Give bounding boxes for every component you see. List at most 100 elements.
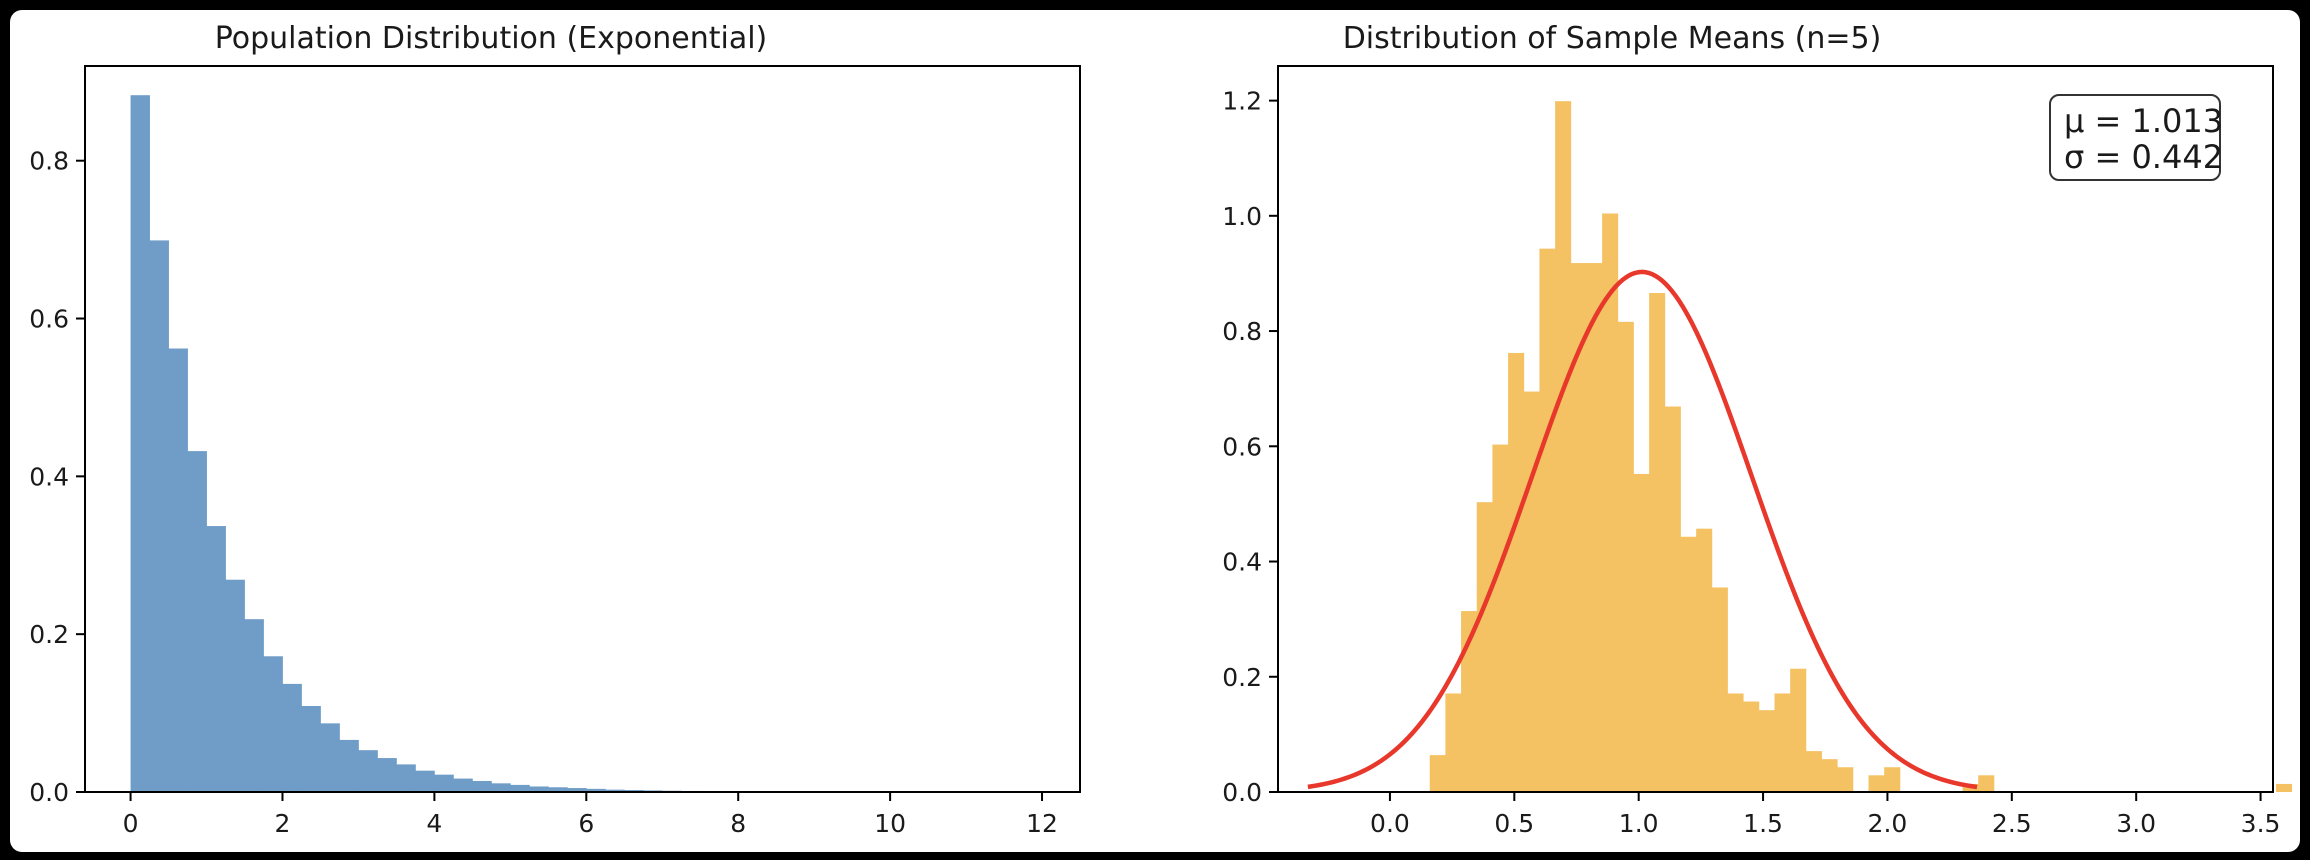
- y-tick-label: 0.4: [1222, 548, 1262, 577]
- histogram-bar: [377, 758, 397, 792]
- x-tick-label: 3.0: [2116, 809, 2156, 838]
- y-tick-label: 0.2: [1222, 663, 1262, 692]
- histogram-bar: [1758, 710, 1775, 792]
- histogram-bar: [1586, 263, 1603, 792]
- figure: Population Distribution (Exponential) 0 2…: [10, 10, 2300, 852]
- x-tick-label: 2.5: [1992, 809, 2032, 838]
- stats-box-frame: [2049, 94, 2221, 181]
- histogram-bar: [396, 764, 416, 792]
- histogram-bar: [130, 95, 150, 792]
- histogram-bar: [206, 526, 226, 792]
- histogram-bar: [1617, 321, 1634, 792]
- histogram-bar: [510, 784, 530, 792]
- chart-canvas: Population Distribution (Exponential) 0 2…: [29, 21, 2293, 838]
- histogram-bar: [1978, 775, 1995, 792]
- x-tick-label: 8: [730, 809, 746, 838]
- axes-frame: [84, 65, 1081, 793]
- histogram-bar: [1711, 587, 1728, 792]
- histogram-bar: [339, 739, 359, 792]
- histogram-bar: [1523, 391, 1540, 792]
- histogram-bar: [225, 579, 245, 792]
- histogram-bar: [1633, 473, 1650, 792]
- y-tick-label: 0.4: [29, 462, 69, 491]
- histogram-bar: [1884, 767, 1901, 792]
- y-tick-label: 0.6: [1222, 432, 1262, 461]
- histogram-bar: [1649, 293, 1666, 792]
- histogram-bar: [1508, 352, 1525, 792]
- histogram-bar: [1743, 701, 1760, 792]
- sample-means-histogram-panel: Distribution of Sample Means (n=5) 0.0 0.…: [1222, 21, 2293, 838]
- histogram-bar: [282, 683, 302, 792]
- histogram-bar: [244, 619, 264, 792]
- histogram-bar: [415, 770, 435, 792]
- histogram-bar: [263, 656, 283, 792]
- histogram-bar: [1664, 406, 1681, 792]
- histogram-bar: [453, 778, 473, 792]
- histogram-bar: [1570, 263, 1587, 792]
- histogram-bar: [1821, 759, 1838, 792]
- x-tick-label: 0.0: [1370, 809, 1410, 838]
- histogram-bar: [1461, 611, 1478, 792]
- histogram-bar: [1805, 751, 1822, 792]
- histogram-bar: [1837, 767, 1854, 792]
- population-axes: 0 2 4 6 8 10 12 0.0 0.2 0.4 0.6 0.8: [29, 65, 1081, 838]
- x-tick-label: 6: [578, 809, 594, 838]
- x-tick-label: 1.0: [1619, 809, 1659, 838]
- x-tick-label: 12: [1026, 809, 1058, 838]
- x-tick-label: 4: [426, 809, 442, 838]
- y-tick-label: 1.0: [1222, 202, 1262, 231]
- y-tick-label: 0.8: [29, 147, 69, 176]
- histogram-bar: [472, 780, 492, 792]
- histogram-bar: [187, 451, 207, 792]
- y-tick-label: 0.8: [1222, 317, 1262, 346]
- histogram-bar: [1539, 248, 1556, 792]
- x-tick-label: 10: [874, 809, 906, 838]
- stats-sigma-label: σ = 0.442: [2064, 138, 2223, 176]
- histogram-bar: [168, 348, 188, 792]
- histogram-bar: [301, 705, 321, 792]
- sample-means-bars: [1429, 101, 2293, 792]
- histogram-bar: [1492, 444, 1509, 792]
- y-tick-label: 0.0: [1222, 778, 1262, 807]
- y-tick-label: 0.2: [29, 620, 69, 649]
- histogram-bar: [1774, 693, 1791, 792]
- population-chart-title: Population Distribution (Exponential): [215, 21, 768, 56]
- histogram-bar: [1602, 213, 1619, 792]
- sample-means-axes: 0.0 0.5 1.0 1.5 2.0 2.5 3.0 3.5 0.0 0.2 0.4 0.6 0.8 1…: [1222, 65, 2281, 838]
- sample-means-chart-title: Distribution of Sample Means (n=5): [1343, 21, 1882, 56]
- histogram-bar: [491, 783, 511, 792]
- x-tick-label: 0: [123, 809, 139, 838]
- histogram-bar: [1790, 668, 1807, 792]
- histogram-bar: [1868, 775, 1885, 792]
- population-histogram-panel: Population Distribution (Exponential) 0 2…: [29, 21, 1081, 838]
- histogram-bar: [529, 786, 549, 792]
- histogram-bar: [1696, 528, 1713, 792]
- histogram-bar: [1555, 101, 1572, 792]
- histogram-bar: [1680, 536, 1697, 792]
- axes-frame: [1277, 65, 2274, 793]
- histogram-bar: [1429, 755, 1446, 792]
- x-tick-label: 0.5: [1494, 809, 1534, 838]
- stats-box: μ = 1.013 σ = 0.442: [2049, 94, 2223, 181]
- histogram-bar: [567, 788, 587, 792]
- histogram-bar: [320, 723, 340, 792]
- x-tick-label: 1.5: [1743, 809, 1783, 838]
- y-tick-label: 0.0: [29, 778, 69, 807]
- y-tick-label: 1.2: [1222, 87, 1262, 116]
- histogram-bar: [434, 774, 454, 792]
- histogram-bar: [1445, 693, 1462, 792]
- histogram-bar: [586, 788, 606, 792]
- stats-mu-label: μ = 1.013: [2064, 102, 2223, 140]
- histogram-bar: [1727, 693, 1744, 792]
- histogram-bar: [548, 787, 568, 792]
- y-tick-label: 0.6: [29, 305, 69, 334]
- normal-fit-curve: [1307, 269, 1978, 790]
- population-bars: [130, 95, 739, 792]
- x-tick-label: 2: [275, 809, 291, 838]
- histogram-bar: [149, 240, 169, 792]
- histogram-bar: [1476, 502, 1493, 792]
- x-tick-label: 2.0: [1868, 809, 1908, 838]
- histogram-bar: [2275, 783, 2293, 792]
- histogram-bar: [358, 750, 378, 792]
- x-tick-label: 3.5: [2241, 809, 2281, 838]
